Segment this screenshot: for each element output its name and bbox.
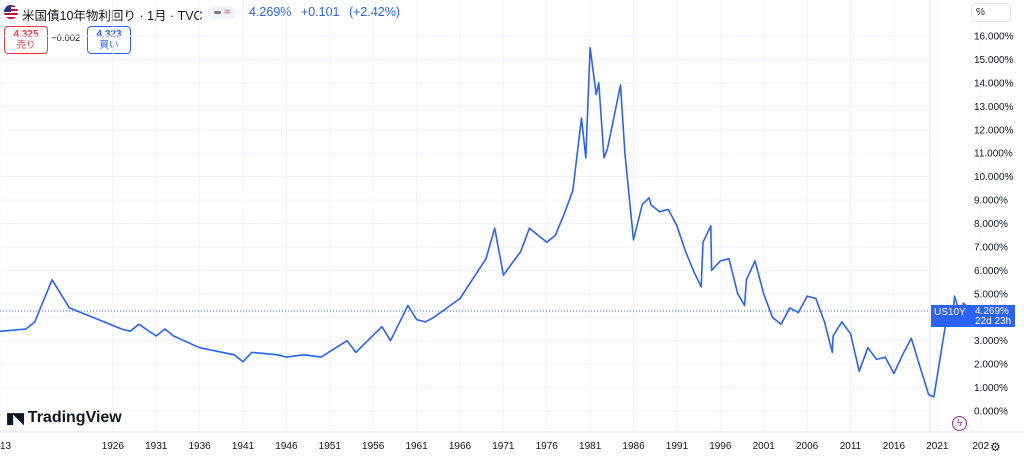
x-tick-label: 2001 (753, 441, 776, 452)
approx-icon: ≈ (223, 6, 231, 18)
x-tick-label: 202 (972, 441, 989, 452)
x-tick-label: 1976 (536, 441, 559, 452)
logo-text: TradingView (27, 409, 122, 426)
y-tick-label: 7.000% (974, 242, 1008, 253)
x-tick-label: 1951 (319, 441, 342, 452)
y-tick-label: 5.000% (974, 289, 1008, 300)
last-price: 4.269% (249, 5, 292, 19)
y-tick-label: 0.000% (974, 407, 1008, 418)
x-tick-label: 2011 (840, 441, 862, 452)
x-tick-label: 2006 (796, 441, 819, 452)
symbol-title[interactable]: 米国債10年物利回り · 1月 · TVC (22, 9, 203, 23)
grid-lines (0, 0, 982, 432)
x-tick-label: 1926 (102, 441, 125, 452)
y-tick-label: 8.000% (974, 219, 1008, 230)
y-tick-label: 6.000% (974, 266, 1008, 277)
y-tick-label: 14.000% (974, 78, 1014, 89)
gear-icon[interactable]: ⚙ (990, 440, 1001, 454)
x-tick-label: 1961 (405, 441, 428, 452)
series-line-us10y (0, 46, 973, 398)
y-tick-label: 3.000% (974, 336, 1008, 347)
y-tick-label: 10.000% (974, 172, 1014, 183)
sell-button[interactable]: 4.325 売り (4, 26, 48, 54)
y-tick-label: 13.000% (974, 102, 1014, 113)
x-tick-label: 1936 (188, 441, 211, 452)
x-tick-label: 1931 (145, 441, 168, 452)
lightning-icon[interactable]: ϟ (952, 416, 967, 431)
tradingview-logo-icon: ▮◥ (6, 410, 24, 427)
time-axis[interactable]: 13 1926 1931 1936 1941 1946 1951 1956 1961 1966 19… (0, 441, 989, 452)
price-label-countdown: 22d 23h (975, 316, 1012, 327)
y-tick-label: 15.000% (974, 55, 1014, 66)
y-tick-label: 1.000% (974, 383, 1008, 394)
buy-label: 買い (99, 40, 119, 51)
x-tick-label: 1946 (275, 441, 298, 452)
x-tick-label: 1996 (709, 441, 732, 452)
price-change-pct: (+2.42%) (348, 5, 401, 19)
x-tick-label: 1956 (362, 441, 385, 452)
compare-toggle[interactable]: ≈ (208, 6, 236, 19)
x-tick-label: 13 (0, 441, 12, 452)
price-label-value: 4.269% (975, 306, 1009, 317)
price-axis[interactable]: 0.000%1.000%2.000%3.000%4.000%5.000%6.00… (974, 32, 1014, 418)
tradingview-logo[interactable]: ▮◥ TradingView (6, 409, 122, 427)
y-tick-label: 11.000% (974, 149, 1013, 160)
x-tick-label: 1986 (622, 441, 645, 452)
last-price-label: US10Y 4.269% 22d 23h (931, 305, 1015, 327)
x-tick-label: 1991 (666, 441, 689, 452)
buy-price: 4.323 (96, 29, 122, 40)
spread-value: −0.002 (51, 33, 81, 44)
y-tick-label: 12.000% (974, 125, 1014, 136)
y-tick-label: 2.000% (974, 360, 1008, 371)
y-tick-label: 9.000% (974, 196, 1008, 207)
sell-price: 4.325 (13, 29, 39, 40)
x-tick-label: 2021 (926, 441, 949, 452)
y-tick-label: 16.000% (974, 32, 1014, 43)
price-label-symbol: US10Y (934, 307, 966, 318)
buy-button[interactable]: 4.323 買い (87, 26, 131, 54)
minus-icon (213, 11, 221, 14)
x-tick-label: 2016 (883, 441, 906, 452)
us-flag-icon (4, 5, 18, 19)
sell-label: 売り (16, 40, 36, 51)
x-tick-label: 1941 (232, 441, 255, 452)
x-tick-label: 1971 (492, 441, 515, 452)
x-tick-label: 1966 (449, 441, 472, 452)
x-tick-label: 1981 (579, 441, 602, 452)
